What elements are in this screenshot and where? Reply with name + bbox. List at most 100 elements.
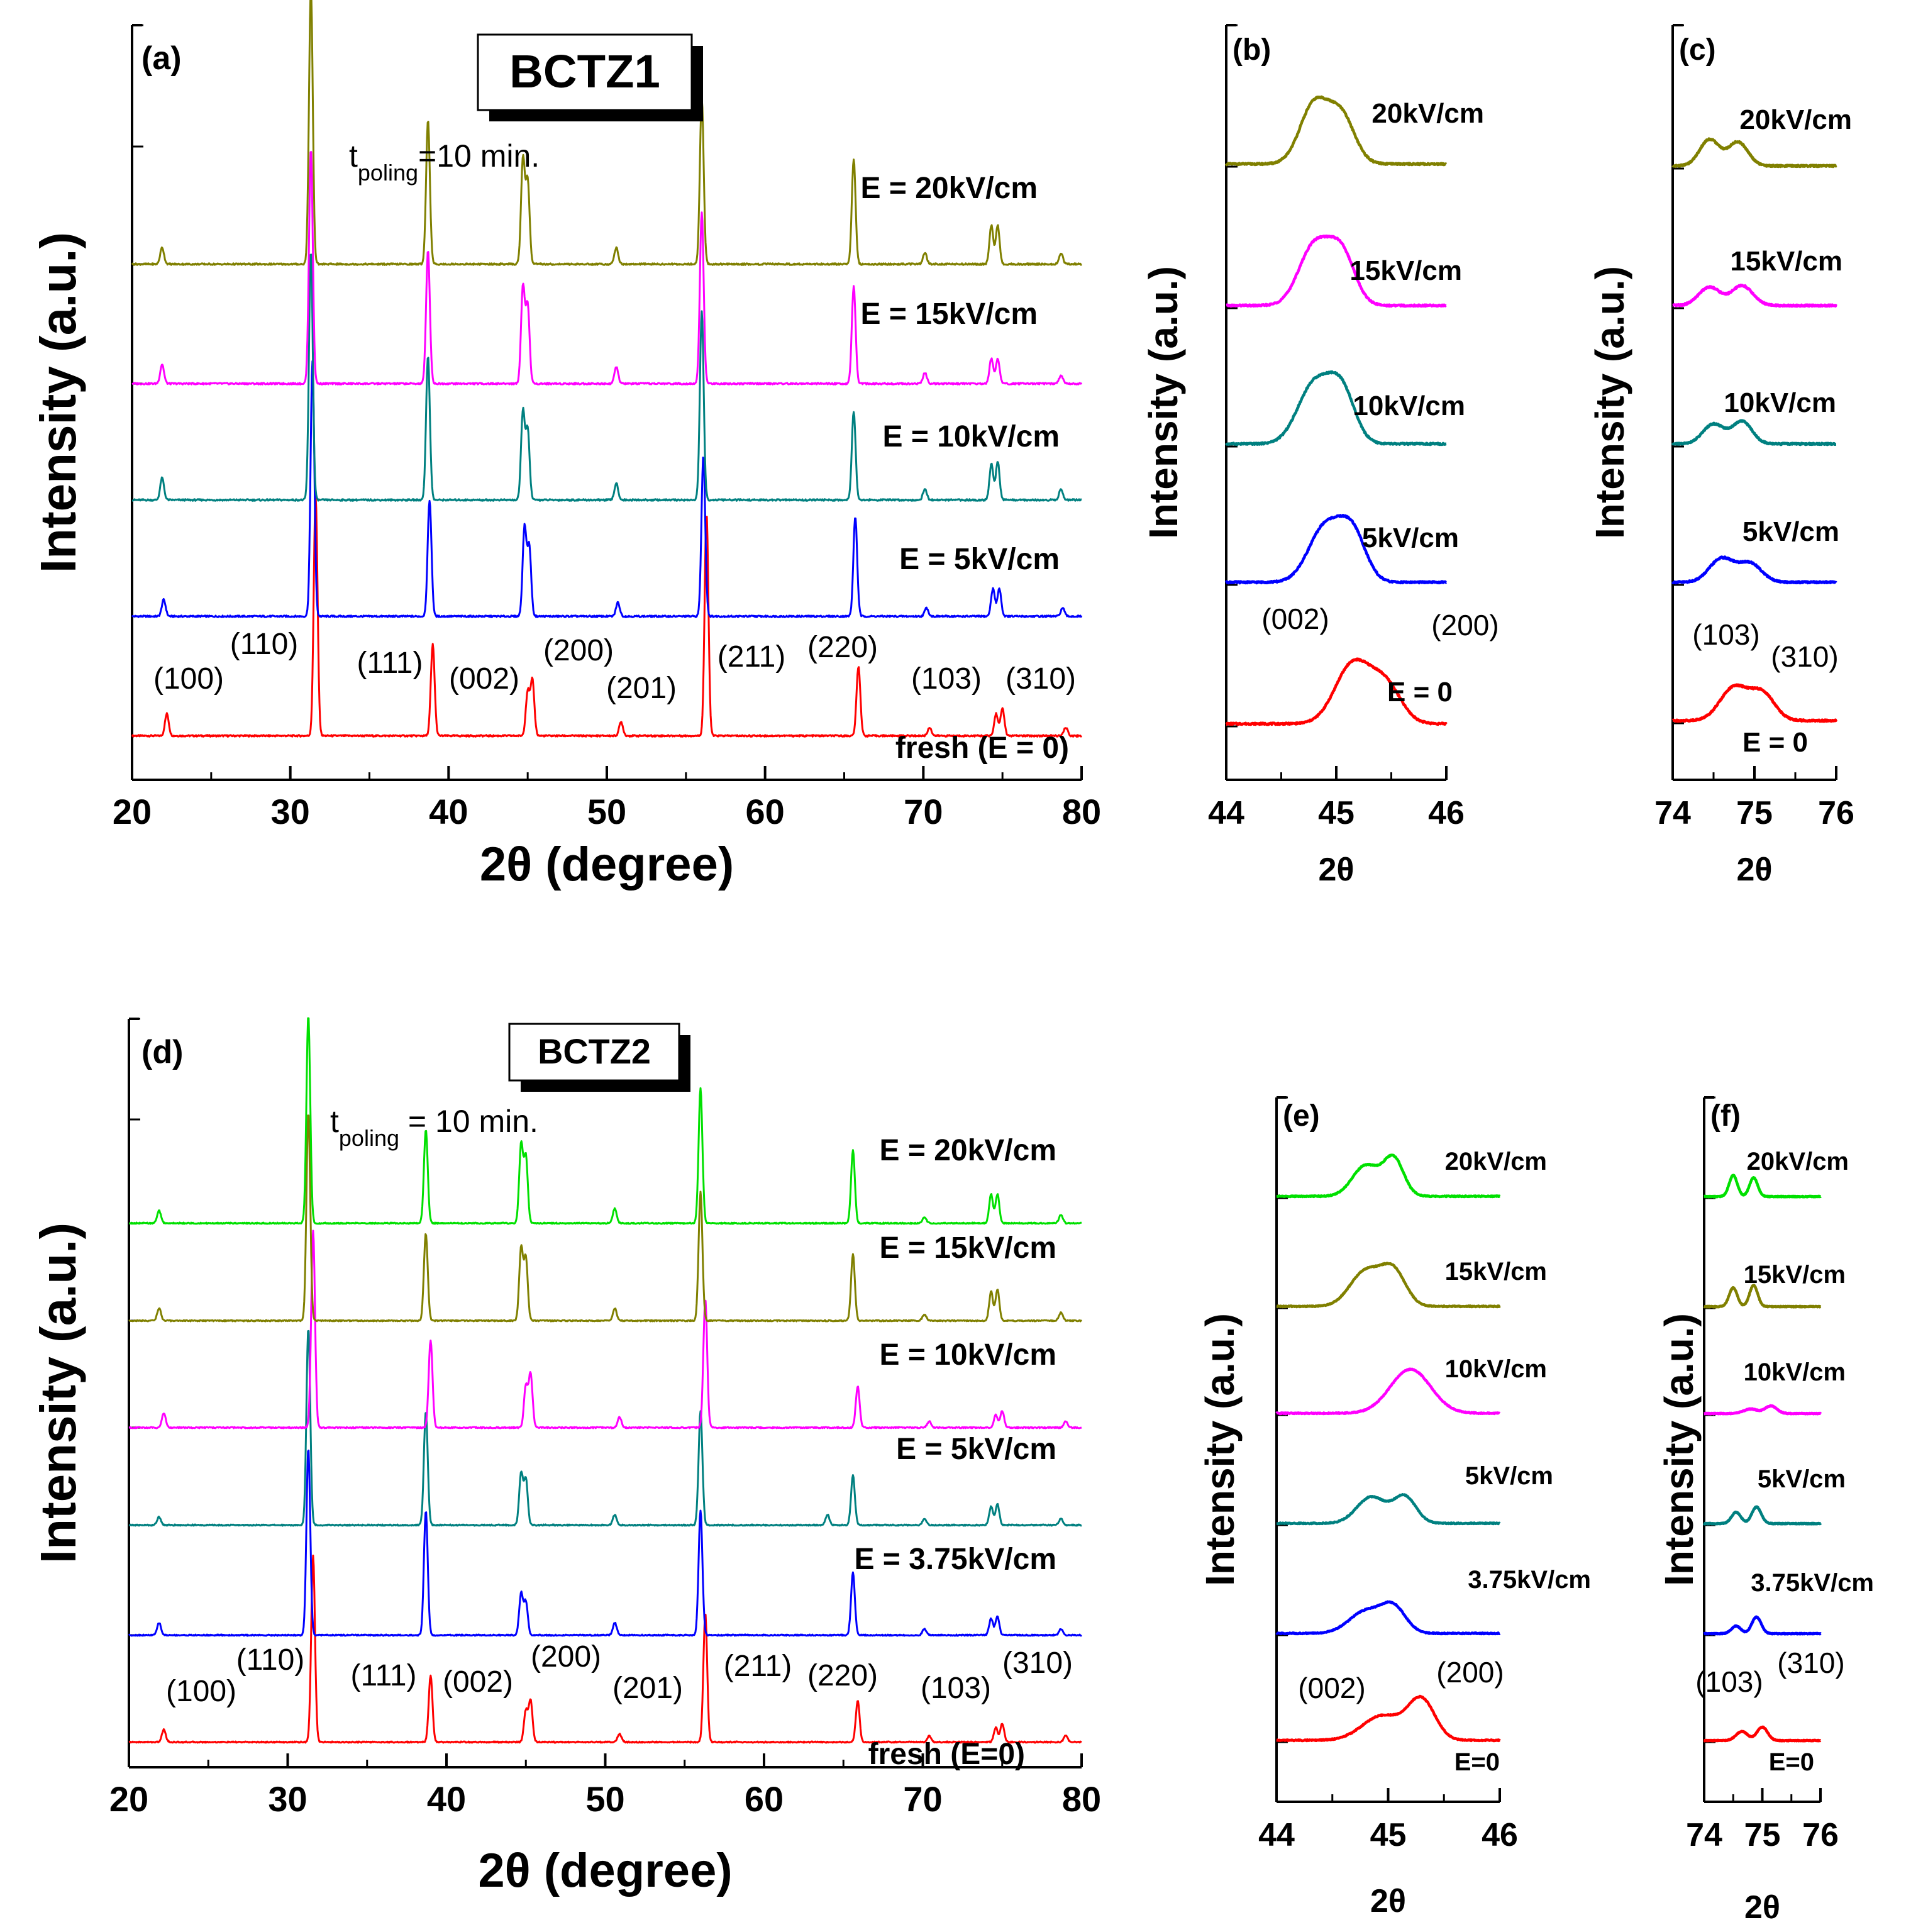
x-axis-title: 2θ <box>1736 852 1772 888</box>
y-axis-title: Intensity (a.u.) <box>30 1223 86 1563</box>
peak-index-label: (211) <box>717 640 786 674</box>
series-line <box>131 0 1083 266</box>
series-label: 5kV/cm <box>1362 523 1459 553</box>
x-axis-title: 2θ <box>1744 1889 1780 1926</box>
peak-index-label: (110) <box>230 628 299 661</box>
peak-index-label: (103) <box>911 662 982 696</box>
series-line <box>1275 1493 1501 1526</box>
x-axis-title: 2θ <box>1370 1883 1406 1919</box>
sample-title: BCTZ1 <box>509 45 660 97</box>
panel-e: 44 45 46 Intensity (a.u.) 2θ (e) E=0 3.75kV/cm 5… <box>1197 1096 1591 1919</box>
peak-index-label: (002) <box>443 1665 513 1699</box>
peak-index-label: (110) <box>236 1643 305 1677</box>
series-label: E = 5kV/cm <box>896 1433 1056 1466</box>
series-line <box>1703 1404 1822 1416</box>
title-box <box>477 33 693 111</box>
series-line <box>1703 1174 1822 1199</box>
series-label: E = 3.75kV/cm <box>854 1543 1056 1576</box>
series-line <box>1671 283 1837 308</box>
series-line <box>1275 1694 1501 1743</box>
series-line <box>1671 137 1837 169</box>
peak-index-label: (002) <box>1298 1672 1365 1704</box>
peak-index-label: (201) <box>606 672 677 705</box>
peak-index-label: (310) <box>1006 662 1076 696</box>
series-line <box>131 151 1083 386</box>
x-tick-label: 80 <box>1062 792 1101 831</box>
peak-index-label: (002) <box>449 662 519 696</box>
series-line <box>1224 513 1448 585</box>
peak-index-label: (310) <box>1002 1646 1073 1680</box>
series-label: 20kV/cm <box>1445 1148 1547 1175</box>
x-tick-label: 74 <box>1654 795 1691 831</box>
series-label: E = 15kV/cm <box>879 1231 1056 1265</box>
y-axis-title: Intensity (a.u.) <box>1587 266 1632 539</box>
series-label: E = 20kV/cm <box>879 1134 1056 1167</box>
series-label: fresh (E=0) <box>868 1738 1025 1771</box>
series-line <box>1703 1615 1822 1636</box>
x-tick-label: 45 <box>1370 1817 1407 1853</box>
x-tick-label: 20 <box>113 792 152 831</box>
series-line <box>128 1114 1083 1323</box>
x-tick-label: 40 <box>427 1779 466 1819</box>
series-label: E = 0 <box>1387 677 1453 708</box>
series-line <box>1703 1725 1822 1743</box>
peak-index-label: (200) <box>531 1640 601 1674</box>
peak-index-label: (220) <box>807 1659 878 1692</box>
series-label: 10kV/cm <box>1353 391 1465 421</box>
x-tick-label: 46 <box>1482 1817 1518 1853</box>
series-label: 15kV/cm <box>1744 1261 1846 1289</box>
series-label: 20kV/cm <box>1371 98 1484 129</box>
series-line <box>128 1450 1083 1637</box>
series-line <box>1275 1153 1501 1199</box>
x-tick-label: 60 <box>745 1779 784 1819</box>
series-line <box>1224 370 1448 447</box>
peak-index-label: (111) <box>357 647 423 680</box>
series-label: E = 15kV/cm <box>860 297 1038 331</box>
poling-time-label: tpoling=10 min. <box>349 138 540 186</box>
peak-index-label: (310) <box>1777 1646 1844 1679</box>
series-line <box>131 253 1082 502</box>
panel-c: 74 75 76 Intensity (a.u.) 2θ (c) E = 0 5kV/cm 10… <box>1587 24 1854 888</box>
panel-f: 74 75 76 Intensity (a.u.) 2θ (f) E=0 3.75kV/cm 5… <box>1656 1096 1874 1926</box>
x-tick-label: 74 <box>1686 1817 1722 1853</box>
series-label: E=0 <box>1769 1748 1814 1776</box>
series-line <box>1275 1262 1501 1309</box>
series-label: 15kV/cm <box>1730 246 1842 277</box>
x-tick-label: 76 <box>1802 1817 1839 1853</box>
peak-index-label: (310) <box>1771 640 1838 673</box>
series-label: 10kV/cm <box>1724 387 1836 418</box>
poling-time-label: tpoling = 10 min. <box>330 1104 538 1151</box>
series-label: 3.75kV/cm <box>1751 1569 1874 1597</box>
series-label: 10kV/cm <box>1445 1355 1547 1383</box>
x-axis-title: 2θ <box>1318 852 1354 888</box>
x-tick-label: 50 <box>587 792 626 831</box>
peak-index-label: (201) <box>612 1672 683 1705</box>
series-line <box>1225 657 1448 726</box>
x-tick-label: 44 <box>1208 795 1244 831</box>
peak-index-label: (211) <box>724 1650 792 1683</box>
series-line <box>1703 1284 1822 1309</box>
series-label: 10kV/cm <box>1744 1358 1846 1386</box>
peak-index-label: (200) <box>1436 1656 1504 1689</box>
series-line <box>1275 1367 1501 1416</box>
panel-label: (f) <box>1710 1099 1741 1133</box>
y-axis-title: Intensity (a.u.) <box>30 232 86 573</box>
series-label: E = 10kV/cm <box>882 420 1060 453</box>
sample-title: BCTZ2 <box>538 1031 651 1071</box>
peak-index-label: (103) <box>1692 618 1759 651</box>
x-axis-title: 2θ (degree) <box>478 1844 732 1897</box>
series-line <box>1275 1600 1501 1636</box>
peak-index-label: (200) <box>1431 609 1499 641</box>
series-label: 15kV/cm <box>1445 1258 1547 1285</box>
x-tick-label: 70 <box>904 792 943 831</box>
panel-label: (b) <box>1233 33 1271 67</box>
x-tick-label: 76 <box>1818 795 1854 831</box>
peak-index-label: (220) <box>807 631 878 664</box>
x-tick-label: 70 <box>903 1779 942 1819</box>
series-label: E = 5kV/cm <box>899 543 1060 576</box>
series-line <box>128 1554 1082 1744</box>
y-axis-title: Intensity (a.u.) <box>1141 266 1186 539</box>
panel-label: (a) <box>141 40 182 77</box>
x-tick-label: 30 <box>271 792 310 831</box>
panel-a: 20 30 40 50 60 70 80 Intensity (a.u.) 2θ (degree… <box>30 0 1101 891</box>
